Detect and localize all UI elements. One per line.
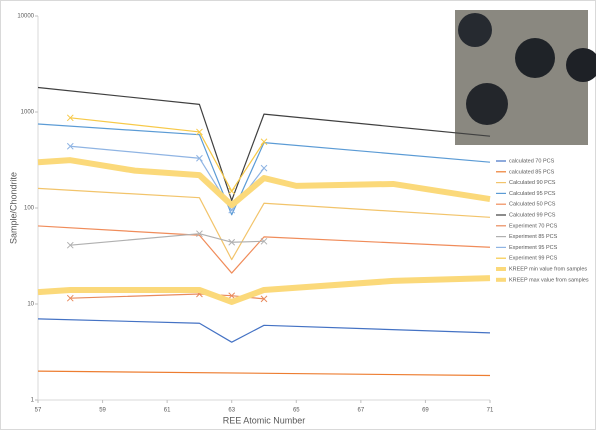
legend-label: Calculated 95 PCS — [509, 191, 556, 197]
legend-label: KREEP max value from samples — [509, 277, 589, 283]
y-tick-label: 1000 — [21, 110, 35, 116]
legend-label: calculated 70 PCS — [509, 158, 555, 164]
x-tick-label: 59 — [99, 408, 106, 414]
x-tick-label: 71 — [487, 408, 494, 414]
legend-label: Experiment 70 PCS — [509, 223, 558, 229]
y-tick-label: 10 — [27, 302, 34, 308]
x-tick-label: 61 — [164, 408, 171, 414]
y-tick-label: 10000 — [17, 14, 34, 20]
legend-label: Experiment 85 PCS — [509, 234, 558, 240]
legend-label: Calculated 50 PCS — [509, 202, 556, 208]
x-axis-label: REE Atomic Number — [223, 415, 306, 425]
x-tick-label: 63 — [228, 408, 235, 414]
legend-label: KREEP min value from samples — [509, 266, 587, 272]
legend-label: Calculated 90 PCS — [509, 180, 556, 186]
chart: Sample/Chondrite REE Atomic Number 11010… — [0, 0, 596, 430]
x-tick-label: 67 — [358, 408, 365, 414]
x-tick-label: 69 — [422, 408, 429, 414]
x-tick-label: 65 — [293, 408, 300, 414]
y-tick-label: 100 — [24, 206, 35, 212]
legend-label: calculated 85 PCS — [509, 169, 555, 175]
legend-label: Calculated 99 PCS — [509, 212, 556, 218]
photo-inset — [455, 10, 596, 145]
y-axis-label: Sample/Chondrite — [8, 172, 18, 244]
legend-label: Experiment 95 PCS — [509, 245, 558, 251]
legend-label: Experiment 99 PCS — [509, 256, 558, 262]
x-tick-label: 57 — [35, 408, 42, 414]
